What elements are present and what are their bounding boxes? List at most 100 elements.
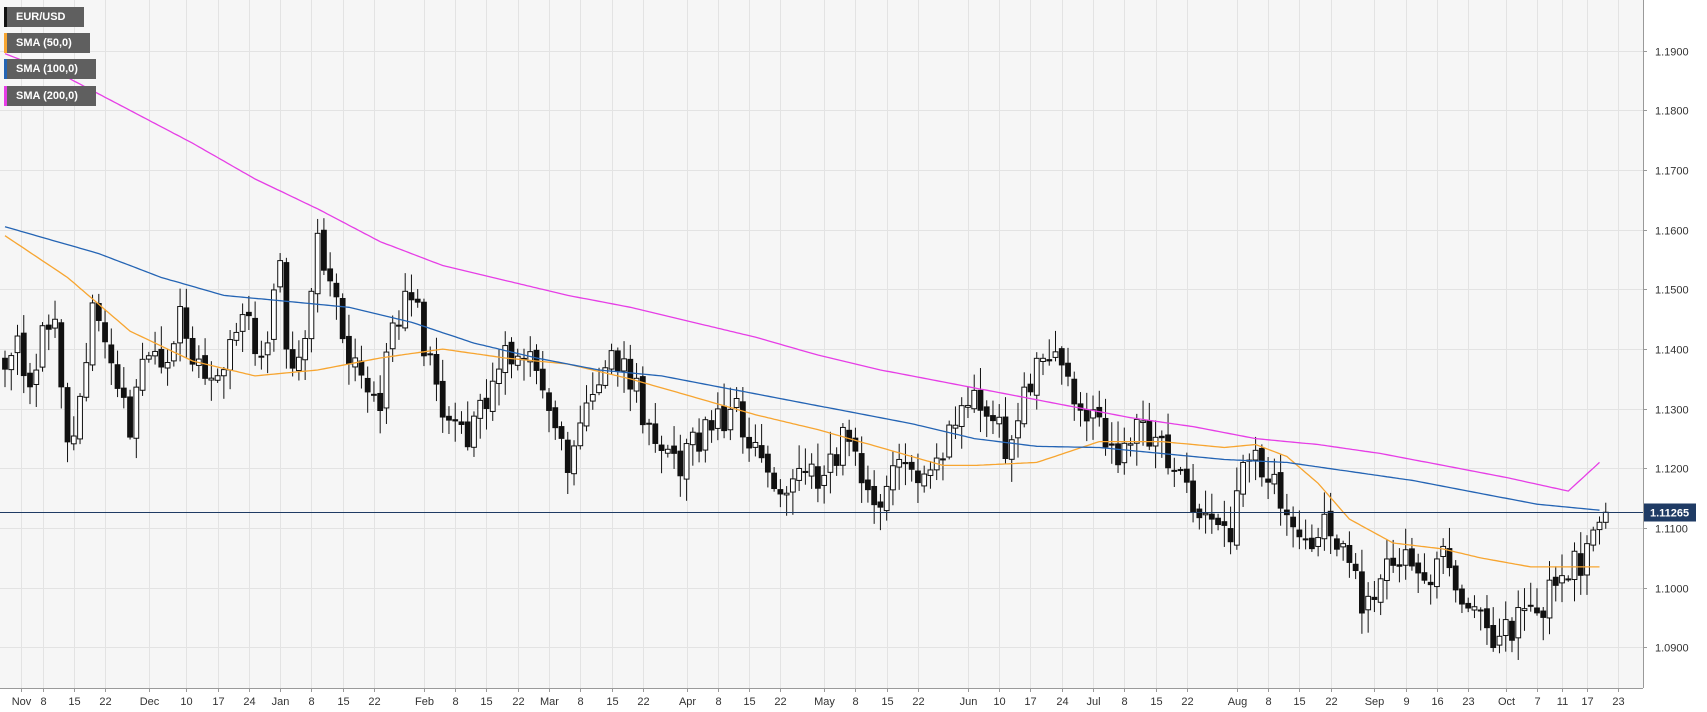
candle-body-down <box>27 372 33 388</box>
candle-body-up <box>821 474 828 486</box>
candle-body-up <box>1596 521 1603 531</box>
candle <box>70 416 77 451</box>
candle-body-up <box>302 337 309 361</box>
candle-body-up <box>602 367 609 386</box>
candle-body-down <box>1108 443 1115 446</box>
candle-body-up <box>1015 420 1021 439</box>
candle-body-up <box>177 306 183 344</box>
candle <box>408 274 415 317</box>
candle <box>1421 553 1428 584</box>
candle-body-down <box>814 466 821 489</box>
legend-sma-50[interactable]: SMA (50,0) <box>4 33 90 53</box>
candle <box>39 322 46 372</box>
candle <box>8 352 15 391</box>
candle-body-up <box>827 453 834 473</box>
x-tick-label: 22 <box>912 696 924 708</box>
candle <box>1584 535 1590 595</box>
candle <box>396 310 402 340</box>
candle <box>990 400 996 435</box>
x-tick-label: Aug <box>1228 696 1248 708</box>
candle-body-up <box>270 289 277 340</box>
candle-body-down <box>433 353 440 385</box>
candle-body-up <box>1559 575 1565 584</box>
candle-body-up <box>921 473 928 487</box>
candle-body-up <box>1434 558 1440 588</box>
candle <box>671 426 677 469</box>
candle <box>183 288 190 358</box>
candle <box>1527 582 1534 612</box>
candle <box>896 443 903 490</box>
x-tick-label: 8 <box>452 696 458 708</box>
candle-body-down <box>1346 544 1353 563</box>
candle-body-down <box>802 470 809 474</box>
candle-body-down <box>252 317 259 355</box>
sma-line <box>4 53 1600 492</box>
candle-body-up <box>233 331 240 341</box>
candle-body-up <box>152 350 158 357</box>
candle <box>1384 539 1390 600</box>
candle-body-down <box>983 406 990 417</box>
candle-body-up <box>1021 386 1028 425</box>
candle <box>752 424 759 457</box>
candle <box>1208 493 1215 534</box>
candle-body-down <box>877 501 884 508</box>
candle <box>971 374 978 413</box>
candle <box>764 445 771 488</box>
candle-body-down <box>552 407 559 429</box>
candle <box>1271 458 1278 495</box>
candle <box>33 353 40 407</box>
candle <box>902 443 909 486</box>
candle-body-down <box>902 462 909 465</box>
candle <box>164 349 171 386</box>
candle-body-down <box>1296 529 1303 538</box>
candle <box>452 402 459 442</box>
candle <box>439 359 446 433</box>
legend-symbol[interactable]: EUR/USD <box>4 7 84 27</box>
legend-sma-200[interactable]: SMA (200,0) <box>4 86 96 106</box>
candle-body-down <box>746 436 753 449</box>
candle-body-up <box>1471 606 1478 611</box>
candle-body-up <box>52 318 58 329</box>
candle <box>245 295 252 331</box>
candle <box>852 427 859 466</box>
candle <box>564 431 571 495</box>
candle <box>152 331 158 365</box>
candle <box>1215 513 1221 531</box>
legend-sma-100[interactable]: SMA (100,0) <box>4 59 96 79</box>
candle <box>114 350 121 398</box>
candle <box>1183 452 1190 493</box>
candle-body-down <box>1221 521 1228 526</box>
candle <box>89 294 96 372</box>
candle <box>1052 330 1059 362</box>
candle <box>683 438 690 501</box>
candle <box>808 453 815 489</box>
sma-200-swatch <box>4 86 7 106</box>
y-tick-label: 1.1200 <box>1655 464 1689 476</box>
candle-body-down <box>245 311 252 317</box>
candle-body-up <box>1233 490 1240 546</box>
candle <box>371 381 377 402</box>
candle <box>133 379 140 459</box>
y-tick-label: 1.1600 <box>1655 226 1689 238</box>
candle <box>177 288 183 362</box>
candle-body-down <box>289 349 296 369</box>
candle <box>908 455 915 482</box>
candle-body-up <box>70 435 77 445</box>
candle <box>158 326 165 374</box>
candle-body-up <box>264 342 271 356</box>
candle-body-up <box>633 377 640 392</box>
candle <box>277 253 284 293</box>
candle <box>202 338 208 385</box>
last-price-label: 1.11265 <box>1644 503 1696 522</box>
legend-sma-100-label: SMA (100,0) <box>16 63 78 75</box>
candle <box>1127 437 1134 457</box>
candle-body-down <box>1421 572 1428 581</box>
candle <box>708 410 715 443</box>
candle-body-up <box>840 426 846 466</box>
candle <box>702 416 709 463</box>
candle <box>1240 454 1246 507</box>
candle <box>689 427 696 466</box>
candle-body-up <box>33 369 40 385</box>
candle <box>696 418 702 463</box>
